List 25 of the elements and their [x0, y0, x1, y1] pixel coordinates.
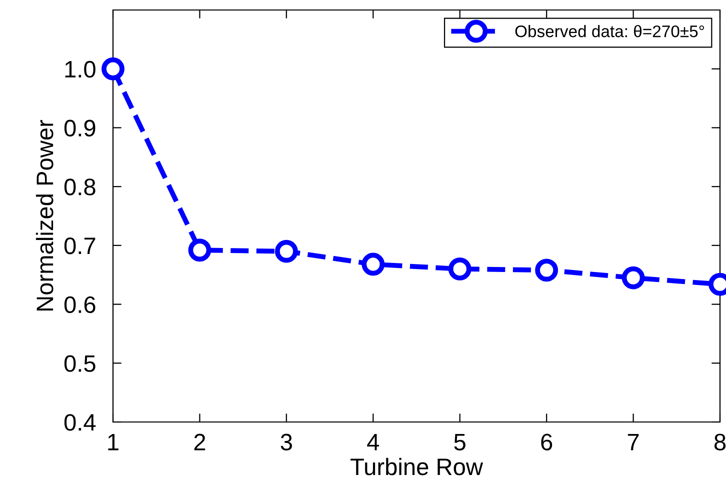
y-tick-label: 0.7	[64, 237, 96, 254]
point	[362, 252, 385, 276]
x-tick-label: 7	[628, 434, 639, 450]
point	[102, 57, 124, 80]
x-axis-title: Turbine Row	[350, 458, 484, 476]
y-axis-title: Normalized Power	[36, 120, 54, 311]
y-tick-label: 0.9	[64, 120, 96, 136]
x-tick-label: 2	[194, 434, 206, 450]
x-tick-label: 1	[108, 434, 118, 450]
x-tick-label: 5	[454, 434, 466, 450]
point	[274, 240, 298, 263]
x-tick-label: 4	[367, 434, 380, 450]
y-tick-label: 0.4	[64, 414, 96, 431]
x-tick-label: 6	[541, 434, 552, 450]
x-tick-label: 8	[714, 434, 726, 450]
y-tick-label: 1.0	[65, 60, 96, 78]
y-tick-label: 0.6	[64, 296, 96, 314]
y-tick-label: 0.8	[64, 178, 96, 196]
point	[535, 258, 558, 282]
y-tick-label: 0.5	[64, 355, 96, 372]
point	[188, 238, 212, 262]
point	[622, 266, 645, 290]
point	[448, 258, 472, 280]
x-tick-label: 3	[280, 434, 292, 450]
legend-label: Observed data: θ=270±5°	[515, 25, 704, 38]
